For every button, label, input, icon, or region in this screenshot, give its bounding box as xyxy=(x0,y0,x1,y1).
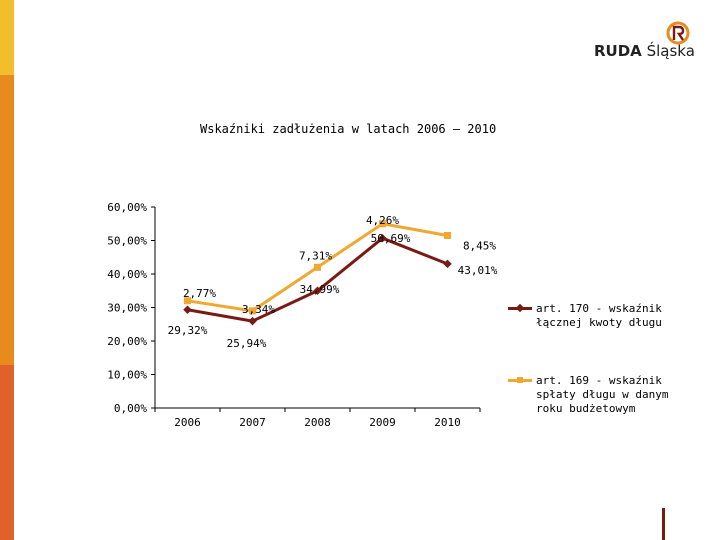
y-tick-label: 0,00% xyxy=(114,402,147,415)
decorative-side-bar xyxy=(0,0,14,540)
data-label: 7,31% xyxy=(299,249,332,262)
data-label: 29,32% xyxy=(168,324,208,337)
ruda-slaska-logo: RUDA Śląska xyxy=(594,18,704,68)
data-label: 43,01% xyxy=(458,264,498,277)
decorative-bottom-line xyxy=(662,508,665,540)
logo-text: RUDA Śląska xyxy=(594,42,695,60)
y-tick-label: 30,00% xyxy=(107,302,147,315)
y-tick-label: 20,00% xyxy=(107,335,147,348)
legend-series-2: art. 169 - wskaźnik spłaty długu w danym… xyxy=(508,374,696,416)
legend-marker-series-1 xyxy=(515,303,525,313)
y-tick-label: 60,00% xyxy=(107,201,147,214)
y-tick-label: 50,00% xyxy=(107,235,147,248)
data-label: 50,69% xyxy=(371,232,411,245)
x-tick-label: 2007 xyxy=(239,416,266,429)
data-label: 2,77% xyxy=(183,287,216,300)
side-bar-yellow xyxy=(0,0,14,75)
x-tick-label: 2009 xyxy=(369,416,396,429)
legend-label-series-1: art. 170 - wskaźnik łącznej kwoty długu xyxy=(536,302,662,329)
side-bar-orange xyxy=(0,75,14,365)
series-2-point xyxy=(314,263,321,271)
logo-brand-light: Śląska xyxy=(646,42,695,60)
series-2-point xyxy=(184,297,191,305)
chart-title: Wskaźniki zadłużenia w latach 2006 – 201… xyxy=(200,122,497,136)
data-label: 8,45% xyxy=(463,239,496,252)
series-2-point xyxy=(444,231,451,239)
x-tick-label: 2008 xyxy=(304,416,331,429)
x-tick-label: 2006 xyxy=(174,416,201,429)
data-label: 25,94% xyxy=(227,337,267,350)
series-1-point xyxy=(183,305,192,315)
series-1-point xyxy=(313,286,322,296)
legend-series-1: art. 170 - wskaźnik łącznej kwoty długu xyxy=(508,302,696,330)
series-2-point xyxy=(379,220,386,228)
y-tick-label: 40,00% xyxy=(107,268,147,281)
x-tick-label: 2010 xyxy=(434,416,461,429)
data-label: 4,26% xyxy=(366,214,399,227)
data-label: 3,34% xyxy=(242,303,275,316)
series-1-point xyxy=(378,233,387,243)
logo-brand-bold: RUDA xyxy=(594,42,642,60)
series-1-point xyxy=(248,316,257,326)
legend-label-series-2: art. 169 - wskaźnik spłaty długu w danym… xyxy=(536,374,669,415)
data-label: 34,99% xyxy=(300,283,340,296)
series-2-point xyxy=(249,307,256,315)
logo-emblem-icon xyxy=(666,21,690,45)
series-1-point xyxy=(443,259,452,269)
y-tick-label: 10,00% xyxy=(107,369,147,382)
legend-marker-series-2 xyxy=(517,377,523,383)
side-bar-red xyxy=(0,365,14,540)
